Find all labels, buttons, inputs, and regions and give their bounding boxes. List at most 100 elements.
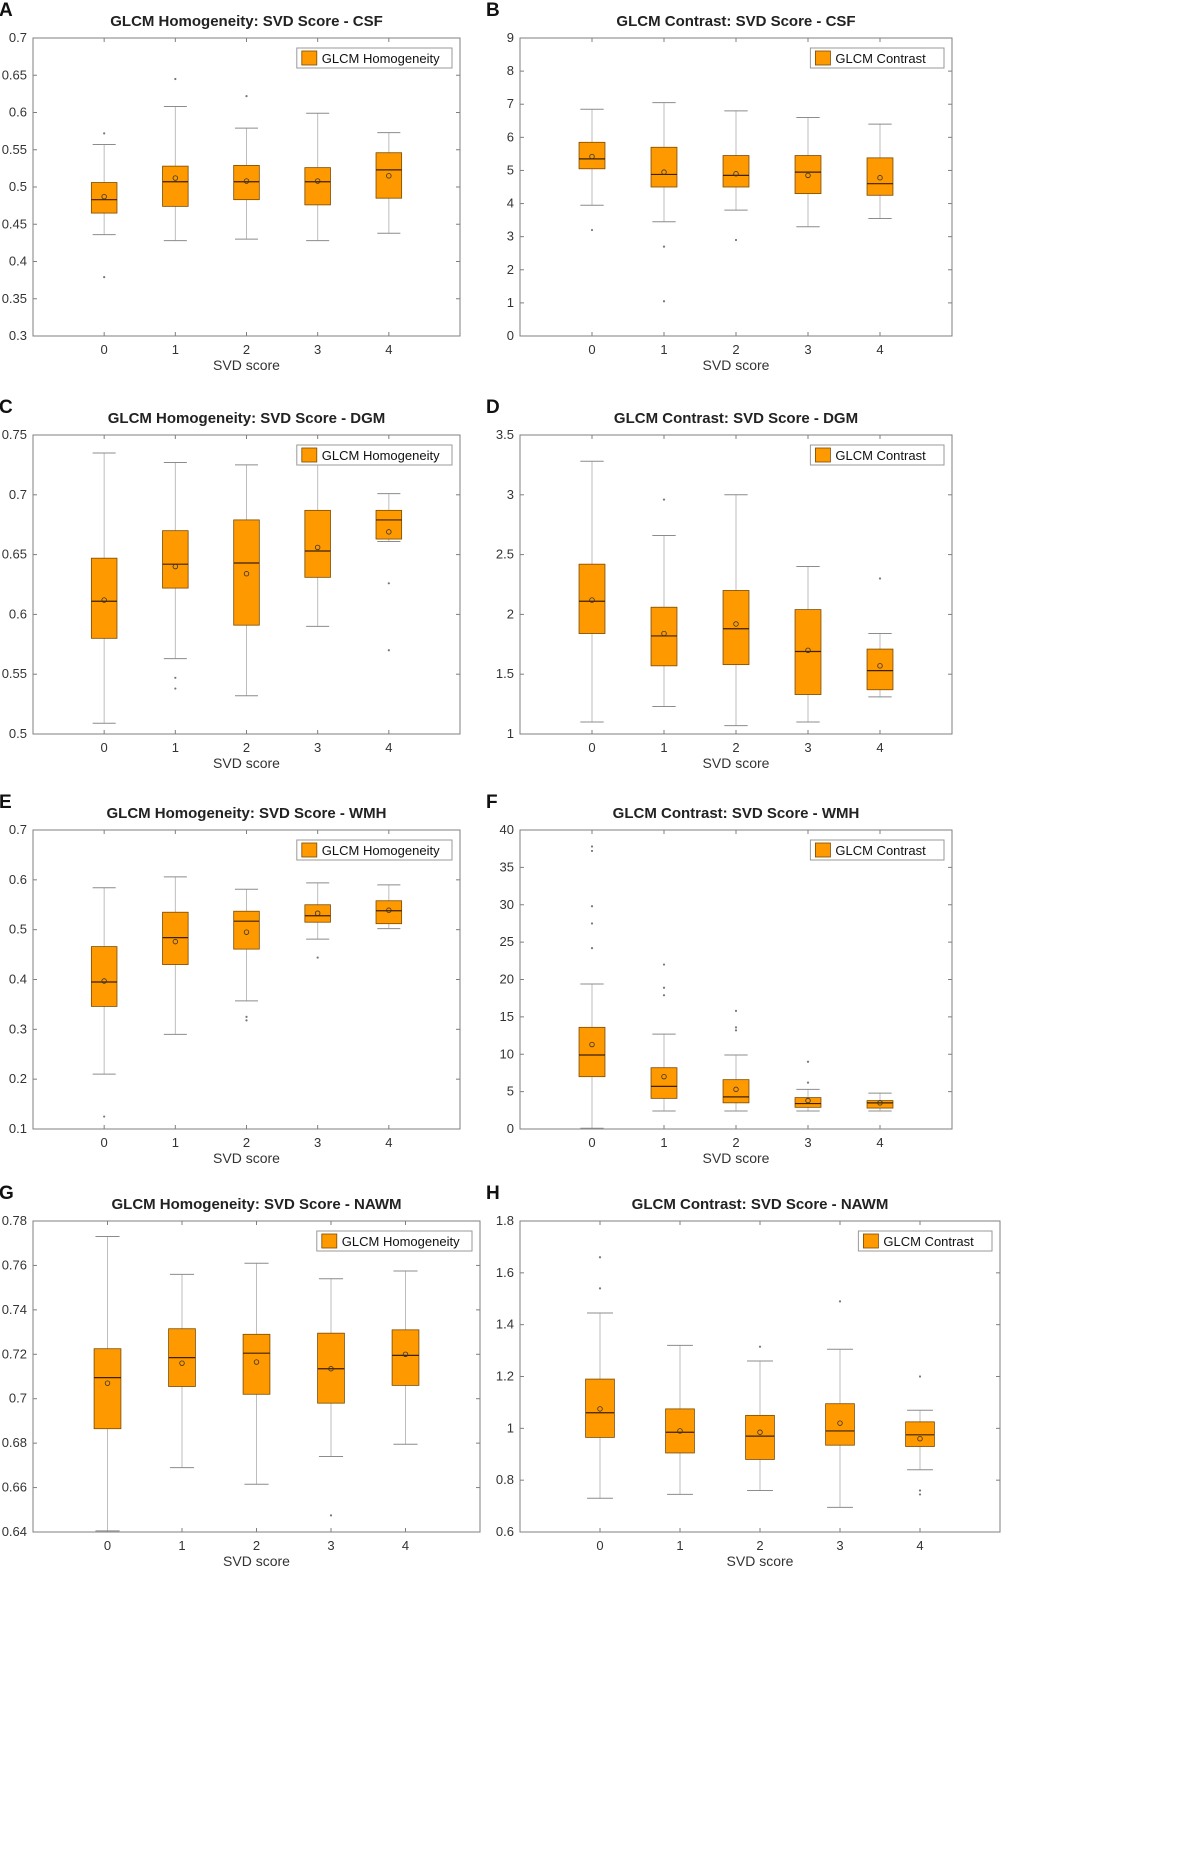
legend-swatch	[815, 842, 831, 858]
x-tick-label: 3	[314, 1135, 321, 1150]
x-tick-label: 0	[101, 1135, 108, 1150]
iqr-box	[578, 563, 606, 634]
x-tick-label: 2	[756, 1538, 763, 1553]
mean-marker	[386, 173, 392, 179]
x-tick-label: 4	[916, 1538, 923, 1553]
y-tick-label: 0	[507, 328, 514, 343]
box-2	[233, 888, 260, 1022]
y-tick-label: 0.72	[2, 1346, 27, 1361]
iqr-box	[905, 1421, 935, 1447]
box-3	[317, 1278, 345, 1517]
outlier-point	[662, 994, 666, 997]
outlier-point	[734, 1026, 738, 1029]
box-3	[794, 116, 822, 228]
outlier-point	[387, 582, 390, 585]
box-0	[93, 1236, 122, 1532]
x-tick-label: 4	[876, 1135, 883, 1150]
y-tick-label: 1	[507, 295, 514, 310]
panel-letter: B	[486, 0, 500, 21]
panel-letter: H	[486, 1183, 500, 1204]
y-tick-label: 0.65	[2, 67, 27, 82]
x-tick-label: 4	[385, 1135, 392, 1150]
outlier-point	[590, 849, 594, 853]
box-4	[866, 123, 894, 219]
iqr-box	[304, 167, 331, 206]
panel-G: G GLCM Homogeneity: SVD Score - NAWM 0.64 0…	[0, 1183, 481, 1569]
y-tick-label: 6	[507, 129, 514, 144]
y-tick-label: 0.1	[9, 1121, 27, 1136]
iqr-box	[722, 1079, 750, 1104]
mean-marker	[877, 1100, 883, 1106]
mean-marker	[677, 1428, 683, 1434]
x-tick-label: 0	[588, 1135, 595, 1150]
legend: GLCM Homogeneity	[296, 47, 453, 69]
box-4	[391, 1270, 420, 1445]
box-3	[304, 450, 331, 627]
y-tick-label: 0.3	[9, 1021, 27, 1036]
legend-frame	[809, 839, 945, 861]
mean-marker	[733, 1086, 739, 1093]
mean-marker	[314, 178, 321, 184]
box-2	[242, 1262, 271, 1485]
outlier-point	[316, 956, 319, 959]
mean-marker	[172, 563, 179, 570]
mean-marker	[877, 663, 883, 669]
iqr-box	[162, 165, 189, 207]
y-tick-label: 1	[507, 1420, 514, 1435]
outlier-point	[878, 577, 882, 580]
outlier-point	[734, 238, 738, 242]
legend-swatch	[301, 447, 318, 463]
panel-letter: G	[0, 1183, 14, 1204]
outlier-point	[590, 845, 594, 848]
legend: GLCM Contrast	[809, 839, 945, 861]
mean-marker	[101, 597, 107, 603]
mean-marker	[172, 938, 179, 945]
x-tick-label: 0	[101, 740, 108, 755]
chart-title: GLCM Contrast: SVD Score - CSF	[616, 13, 855, 30]
x-tick-label: 1	[660, 740, 667, 755]
x-tick-label: 0	[588, 740, 595, 755]
y-tick-label: 0.45	[2, 216, 27, 231]
y-tick-label: 5	[507, 162, 514, 177]
outlier-point	[918, 1375, 922, 1378]
y-tick-label: 0.5	[9, 922, 27, 937]
mean-marker	[328, 1366, 334, 1372]
y-tick-label: 4	[507, 196, 514, 211]
panel-A: A GLCM Homogeneity: SVD Score - CSF 0.3 0.3…	[0, 0, 461, 373]
x-tick-label: 1	[660, 342, 667, 357]
mean-marker	[837, 1420, 843, 1426]
y-tick-label: 0.6	[496, 1524, 514, 1539]
mean-marker	[172, 175, 179, 181]
legend-label: GLCM Homogeneity	[322, 448, 440, 463]
x-axis-label: SVD score	[703, 1150, 770, 1166]
mean-marker	[101, 978, 107, 984]
y-tick-label: 1.4	[496, 1317, 514, 1332]
y-tick-label: 0.7	[9, 1391, 27, 1406]
iqr-box	[866, 157, 894, 196]
iqr-box	[304, 509, 331, 578]
x-tick-label: 3	[836, 1538, 843, 1553]
iqr-box	[825, 1403, 855, 1446]
outlier-point	[918, 1493, 922, 1496]
y-tick-label: 1.5	[496, 666, 514, 681]
y-tick-label: 10	[500, 1046, 514, 1061]
x-tick-label: 3	[804, 740, 811, 755]
mean-marker	[805, 647, 811, 653]
iqr-box	[90, 946, 118, 1007]
panel-letter: C	[0, 397, 13, 418]
x-tick-label: 2	[732, 740, 739, 755]
y-tick-label: 1.2	[496, 1369, 514, 1384]
y-tick-label: 1.8	[496, 1213, 514, 1228]
outlier-point	[662, 498, 666, 501]
outlier-point	[245, 95, 248, 98]
box-4	[866, 1092, 894, 1112]
iqr-box	[578, 1026, 606, 1078]
outlier-point	[245, 1015, 248, 1018]
chart-title: GLCM Homogeneity: SVD Score - DGM	[108, 410, 386, 427]
x-tick-label: 4	[385, 342, 392, 357]
x-tick-label: 0	[101, 342, 108, 357]
x-tick-label: 3	[804, 1135, 811, 1150]
box-1	[162, 462, 189, 690]
y-tick-label: 0.4	[9, 254, 27, 269]
